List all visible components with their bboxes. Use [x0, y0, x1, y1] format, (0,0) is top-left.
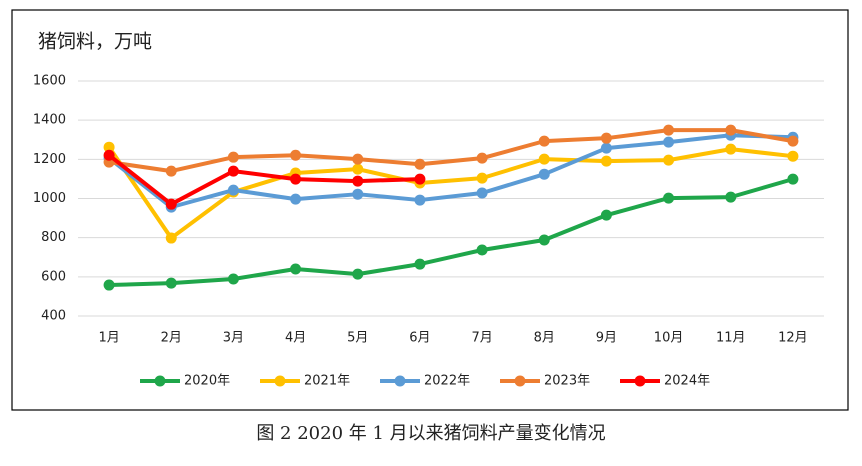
frame: [11, 9, 849, 411]
x-tick-label: 12月: [778, 331, 808, 346]
series-line: [107, 153, 420, 207]
y-tick-label: 1200: [33, 152, 66, 167]
series-marker: [352, 153, 364, 165]
series-marker: [476, 152, 488, 164]
legend-label: 2021年: [304, 374, 350, 389]
series-marker: [165, 232, 177, 244]
legend-label: 2020年: [184, 374, 230, 389]
series-marker: [787, 150, 799, 162]
y-tick-label: 1000: [33, 191, 66, 206]
y-tick-label: 800: [41, 230, 66, 245]
series-marker: [103, 149, 115, 161]
series-marker: [787, 173, 799, 185]
series-marker: [227, 184, 239, 196]
series-marker: [227, 273, 239, 285]
series-marker: [538, 135, 550, 147]
series-marker: [352, 268, 364, 280]
x-tick-label: 7月: [471, 331, 492, 346]
x-tick-label: 9月: [596, 331, 617, 346]
x-tick-label: 3月: [223, 331, 244, 346]
series-marker: [227, 151, 239, 163]
x-tick-label: 6月: [409, 331, 430, 346]
series-marker: [663, 136, 675, 148]
series-line: [107, 133, 793, 210]
series-marker: [600, 132, 612, 144]
series-marker: [600, 209, 612, 221]
legend-marker: [634, 375, 646, 387]
series-marker: [725, 143, 737, 155]
series-marker: [476, 244, 488, 256]
series-marker: [414, 158, 426, 170]
series-marker: [663, 192, 675, 204]
series-line: [107, 146, 794, 241]
series-marker: [290, 149, 302, 161]
legend-marker: [154, 375, 166, 387]
series-marker: [227, 165, 239, 177]
legend-marker: [514, 375, 526, 387]
series-marker: [352, 175, 364, 187]
caption: 图 2 2020 年 1 月以来猪饲料产量变化情况: [256, 423, 605, 444]
series-marker: [414, 194, 426, 206]
legend-marker: [394, 375, 406, 387]
y-tick-label: 1600: [33, 74, 66, 89]
series-marker: [414, 173, 426, 185]
series-line: [108, 128, 794, 174]
series-marker: [165, 277, 177, 289]
series-marker: [538, 168, 550, 180]
legend-label: 2023年: [544, 374, 590, 389]
series-marker: [352, 188, 364, 200]
x-tick-label: 11月: [716, 331, 746, 346]
series-marker: [725, 124, 737, 136]
series-marker: [165, 198, 177, 210]
legend-label: 2022年: [424, 374, 470, 389]
series-marker: [352, 163, 364, 175]
legend-marker: [274, 375, 286, 387]
series-marker: [600, 142, 612, 154]
chart-title: 猪饲料，万吨: [38, 31, 152, 53]
series-marker: [103, 279, 115, 291]
series-marker: [165, 165, 177, 177]
series-marker: [787, 135, 799, 147]
x-tick-label: 8月: [534, 331, 555, 346]
series-marker: [600, 155, 612, 167]
series-marker: [663, 154, 675, 166]
series-marker: [725, 191, 737, 203]
y-tick-label: 400: [41, 309, 66, 324]
series-marker: [103, 141, 115, 153]
series-marker: [663, 124, 675, 136]
x-tick-label: 10月: [654, 331, 684, 346]
series-marker: [476, 187, 488, 199]
y-tick-label: 1400: [33, 113, 66, 128]
series-marker: [476, 172, 488, 184]
series-line: [109, 177, 794, 288]
x-tick-label: 1月: [98, 331, 119, 346]
series-marker: [290, 173, 302, 185]
x-tick-label: 4月: [285, 331, 306, 346]
series-marker: [538, 234, 550, 246]
legend-label: 2024年: [664, 374, 710, 389]
series-marker: [538, 153, 550, 165]
x-tick-label: 5月: [347, 331, 368, 346]
series-marker: [290, 193, 302, 205]
x-tick-label: 2月: [161, 331, 182, 346]
series-marker: [414, 258, 426, 270]
y-tick-label: 600: [41, 269, 66, 284]
series-marker: [290, 263, 302, 275]
